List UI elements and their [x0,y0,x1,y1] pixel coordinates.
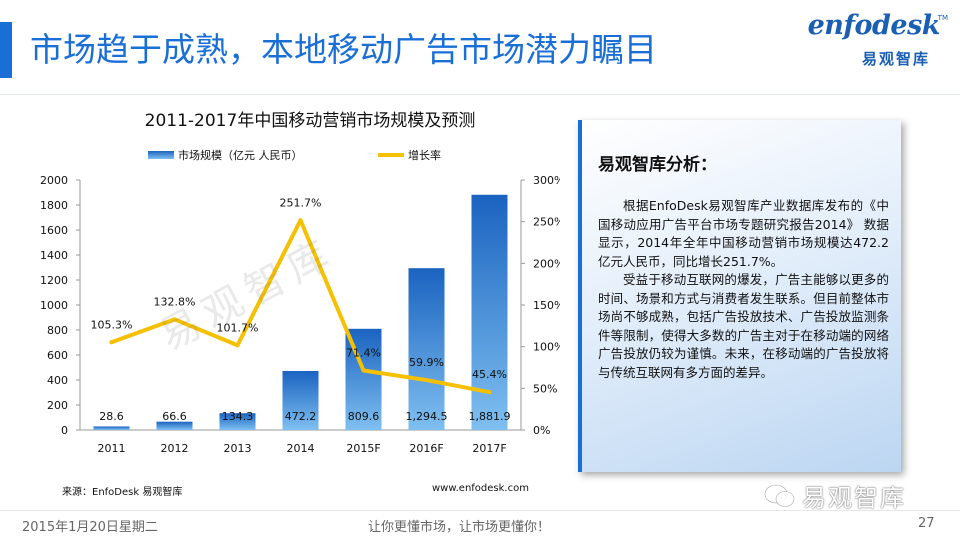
analysis-panel: 易观智库分析： 根据EnfoDesk易观智库产业数据库发布的《中国移动应用广告平… [578,120,901,472]
growth-rate-label: 71.4% [346,347,381,360]
growth-rate-point [235,343,240,348]
y-right-tick-label: 150% [533,299,560,312]
y-right-tick-label: 250% [533,216,560,229]
growth-rate-label: 101.7% [217,321,259,334]
footer-slogan: 让你更懂市场，让市场更懂你！ [368,520,551,535]
growth-rate-label: 45.4% [472,368,507,381]
x-tick-label: 2017F [472,442,506,455]
y-left-tick-label: 800 [47,324,68,337]
analysis-paragraph: 根据EnfoDesk易观智库产业数据库发布的《中国移动应用广告平台市场专题研究报… [598,198,889,269]
y-left-tick-label: 200 [47,399,68,412]
y-left-tick-label: 1800 [40,199,68,212]
enfodesk-logo: enfodesk TM 易观智库 [806,10,948,72]
y-right-tick-label: 200% [533,257,560,270]
logo-brand: enfodesk [807,10,941,41]
y-left-tick-label: 400 [47,374,68,387]
growth-rate-point [487,390,492,395]
legend-bar-label: 市场规模（亿元 人民币） [178,148,303,162]
bar-value-label: 1,881.9 [469,410,511,423]
x-tick-label: 2014 [287,442,315,455]
analysis-heading: 易观智库分析： [598,155,717,175]
bar-value-label: 472.2 [285,410,317,423]
wechat-watermark-label: 易观智库 [802,484,906,512]
growth-rate-label: 251.7% [280,196,322,209]
bar [219,413,256,430]
y-left-tick-label: 1400 [40,249,68,262]
y-left-tick-label: 1000 [40,299,68,312]
footer-divider [0,510,960,511]
growth-rate-point [298,218,303,223]
market-size-chart: 0 200 400 600 800 1000 1200 1400 1600 1800 2000 0% 5… [40,148,560,455]
bar-value-label: 809.6 [348,410,380,423]
x-tick-label: 2015F [346,442,380,455]
bar-value-label: 134.3 [222,410,254,423]
y-right-tick-label: 0% [533,424,550,437]
page-number: 27 [918,516,935,531]
wechat-icon [764,483,795,507]
bar [156,421,193,430]
legend-bar-swatch [148,151,174,159]
bar-value-label: 28.6 [99,410,124,423]
x-tick-label: 2012 [161,442,189,455]
bar [282,370,319,430]
bar-value-label: 1,294.5 [406,410,448,423]
title-divider [0,94,960,95]
bar [408,268,445,430]
x-tick-label: 2013 [224,442,252,455]
slide-title: 市场趋于成熟，本地移动广告市场潜力瞩目 [30,30,657,69]
y-left-tick-label: 1200 [40,274,68,287]
website-link[interactable]: www.enfodesk.com [432,483,529,494]
y-left-tick-label: 1600 [40,224,68,237]
growth-rate-point [424,378,429,383]
growth-rate-point [172,317,177,322]
growth-rate-label: 132.8% [154,295,196,308]
y-right-tick-label: 300% [533,174,560,187]
growth-rate-label: 105.3% [91,318,133,331]
bar [93,426,130,430]
y-left-tick-label: 2000 [40,174,68,187]
bar-value-label: 66.6 [162,410,187,423]
x-tick-label: 2011 [98,442,126,455]
growth-rate-point [109,340,114,345]
growth-rate-label: 59.9% [409,356,444,369]
bar [471,194,508,430]
wechat-watermark: 易观智库 [764,478,906,513]
x-tick-label: 2016F [409,442,443,455]
logo-brand-cn: 易观智库 [861,50,930,68]
y-right-tick-label: 50% [533,382,557,395]
analysis-paragraph: 受益于移动互联网的爆发，广告主能够以更多的时间、场景和方式与消费者发生联系。但目… [598,272,889,380]
y-left-tick-label: 0 [61,424,68,437]
growth-rate-point [361,368,366,373]
legend-line-label: 增长率 [408,148,441,162]
y-right-tick-label: 100% [533,341,560,354]
chart-title: 2011-2017年中国移动营销市场规模及预测 [144,111,476,131]
source-note: 来源：EnfoDesk 易观智库 [62,487,183,498]
footer-date: 2015年1月20日星期二 [22,520,158,535]
y-left-tick-label: 600 [47,349,68,362]
logo-trademark: TM [937,14,948,22]
title-accent-bar [0,22,12,78]
